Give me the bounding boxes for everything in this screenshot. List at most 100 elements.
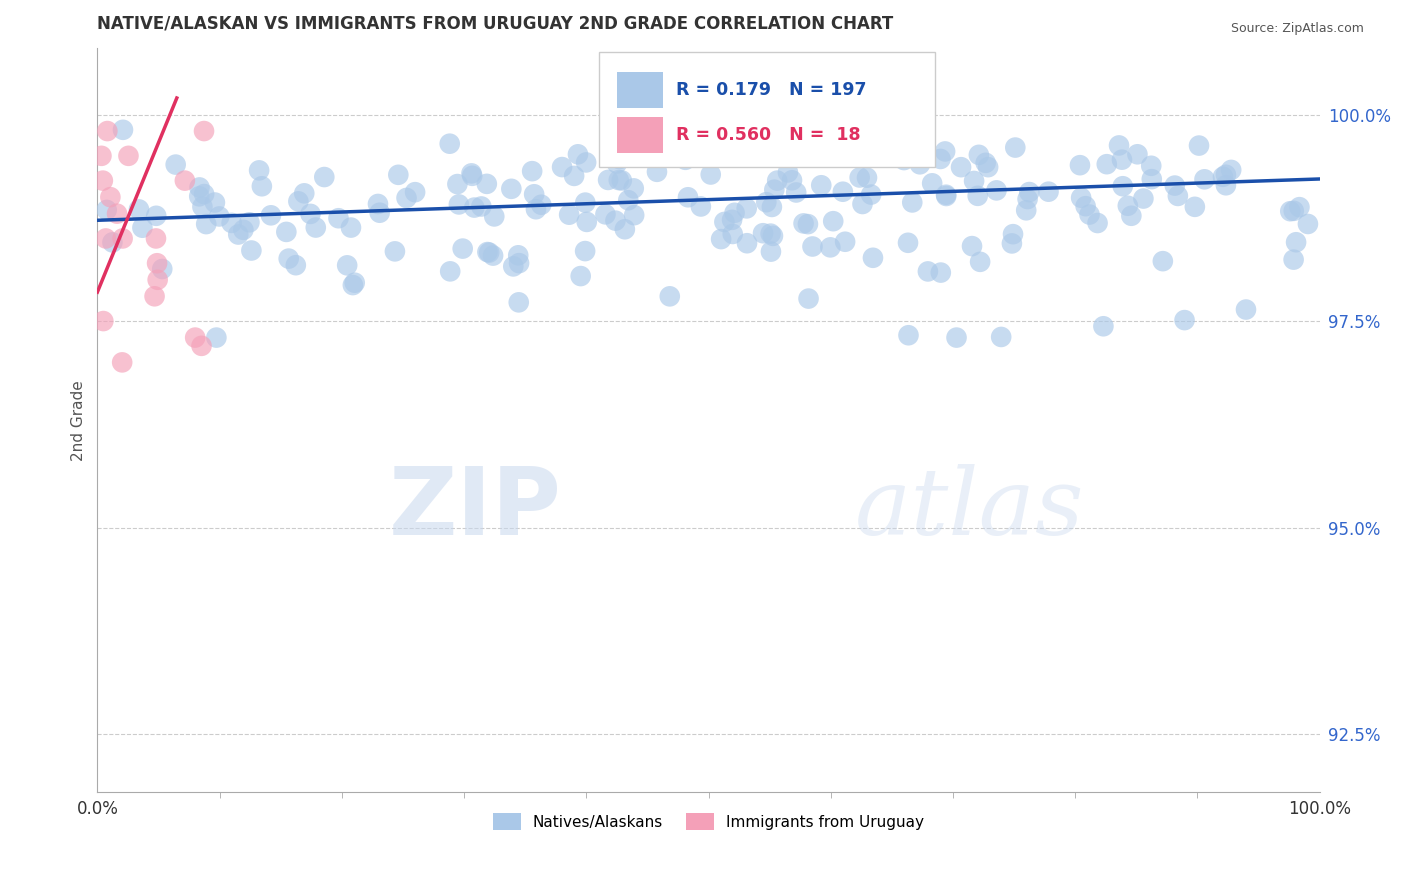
Point xyxy=(284,258,307,272)
Point xyxy=(921,177,943,191)
Point xyxy=(277,252,299,266)
Point xyxy=(1108,138,1130,153)
Point xyxy=(860,187,883,202)
Point xyxy=(1215,168,1237,182)
Point xyxy=(689,199,711,213)
Point xyxy=(820,240,842,254)
Point xyxy=(793,216,815,230)
Point xyxy=(96,124,118,138)
Point xyxy=(145,231,167,245)
Point xyxy=(387,168,409,182)
Point xyxy=(658,289,681,303)
Point xyxy=(766,173,789,187)
Point xyxy=(623,181,645,195)
Point xyxy=(831,185,853,199)
Point xyxy=(617,193,640,207)
Point xyxy=(1112,179,1135,194)
Point xyxy=(1279,204,1302,219)
Point xyxy=(1212,169,1234,184)
Point xyxy=(368,205,391,219)
Point xyxy=(191,200,214,214)
Point xyxy=(903,149,925,163)
Point xyxy=(610,173,633,187)
Point xyxy=(598,173,620,187)
Point xyxy=(475,177,498,191)
Point xyxy=(1296,217,1319,231)
Point xyxy=(755,195,778,210)
Point xyxy=(143,289,166,303)
Point xyxy=(1121,209,1143,223)
Point xyxy=(1152,254,1174,268)
Text: NATIVE/ALASKAN VS IMMIGRANTS FROM URUGUAY 2ND GRADE CORRELATION CHART: NATIVE/ALASKAN VS IMMIGRANTS FROM URUGUA… xyxy=(97,15,894,33)
Point xyxy=(848,170,870,185)
Point xyxy=(1282,203,1305,218)
Point xyxy=(193,124,215,138)
Point xyxy=(250,179,273,194)
Point xyxy=(780,173,803,187)
Point xyxy=(1215,178,1237,193)
Point xyxy=(478,245,501,260)
Point xyxy=(969,255,991,269)
Point xyxy=(105,207,128,221)
Point xyxy=(710,232,733,246)
Point xyxy=(1188,138,1211,153)
Point xyxy=(1116,199,1139,213)
Point xyxy=(917,264,939,278)
Point xyxy=(1285,235,1308,250)
Point xyxy=(1092,319,1115,334)
Point xyxy=(117,149,139,163)
Point xyxy=(188,180,211,194)
Point xyxy=(1282,252,1305,267)
Point xyxy=(893,153,915,167)
Point xyxy=(111,231,134,245)
Point xyxy=(328,211,350,226)
Point xyxy=(575,215,598,229)
Point xyxy=(607,173,630,187)
Point xyxy=(945,330,967,344)
Point xyxy=(150,262,173,277)
Point xyxy=(287,194,309,209)
Point xyxy=(145,209,167,223)
Point xyxy=(797,292,820,306)
FancyBboxPatch shape xyxy=(599,52,935,168)
Point xyxy=(501,182,523,196)
Point xyxy=(605,213,627,227)
Point xyxy=(460,166,482,180)
Point xyxy=(1194,172,1216,186)
Point xyxy=(558,208,581,222)
Point xyxy=(776,165,799,179)
Point xyxy=(898,134,921,148)
Point xyxy=(1220,162,1243,177)
Point xyxy=(165,158,187,172)
Point xyxy=(974,156,997,170)
Point xyxy=(935,189,957,203)
Point xyxy=(530,198,553,212)
Point xyxy=(173,173,195,187)
Point xyxy=(1126,147,1149,161)
Point xyxy=(901,195,924,210)
Point xyxy=(759,227,782,241)
Point xyxy=(787,136,810,151)
Point xyxy=(986,183,1008,197)
Point xyxy=(645,165,668,179)
Point xyxy=(314,169,336,184)
Point xyxy=(524,202,547,217)
Point xyxy=(735,236,758,251)
Point xyxy=(977,160,1000,174)
Point xyxy=(502,260,524,274)
Bar xyxy=(617,117,664,153)
Point xyxy=(785,186,807,200)
Point xyxy=(305,220,328,235)
Point xyxy=(1140,172,1163,186)
Point xyxy=(623,208,645,222)
Point xyxy=(723,206,745,220)
Point xyxy=(713,215,735,229)
Point xyxy=(276,225,298,239)
Point xyxy=(91,173,114,187)
Point xyxy=(204,195,226,210)
Point xyxy=(292,186,315,201)
Point xyxy=(935,187,957,202)
Point xyxy=(810,178,832,193)
Point xyxy=(188,189,211,203)
Point xyxy=(463,201,485,215)
